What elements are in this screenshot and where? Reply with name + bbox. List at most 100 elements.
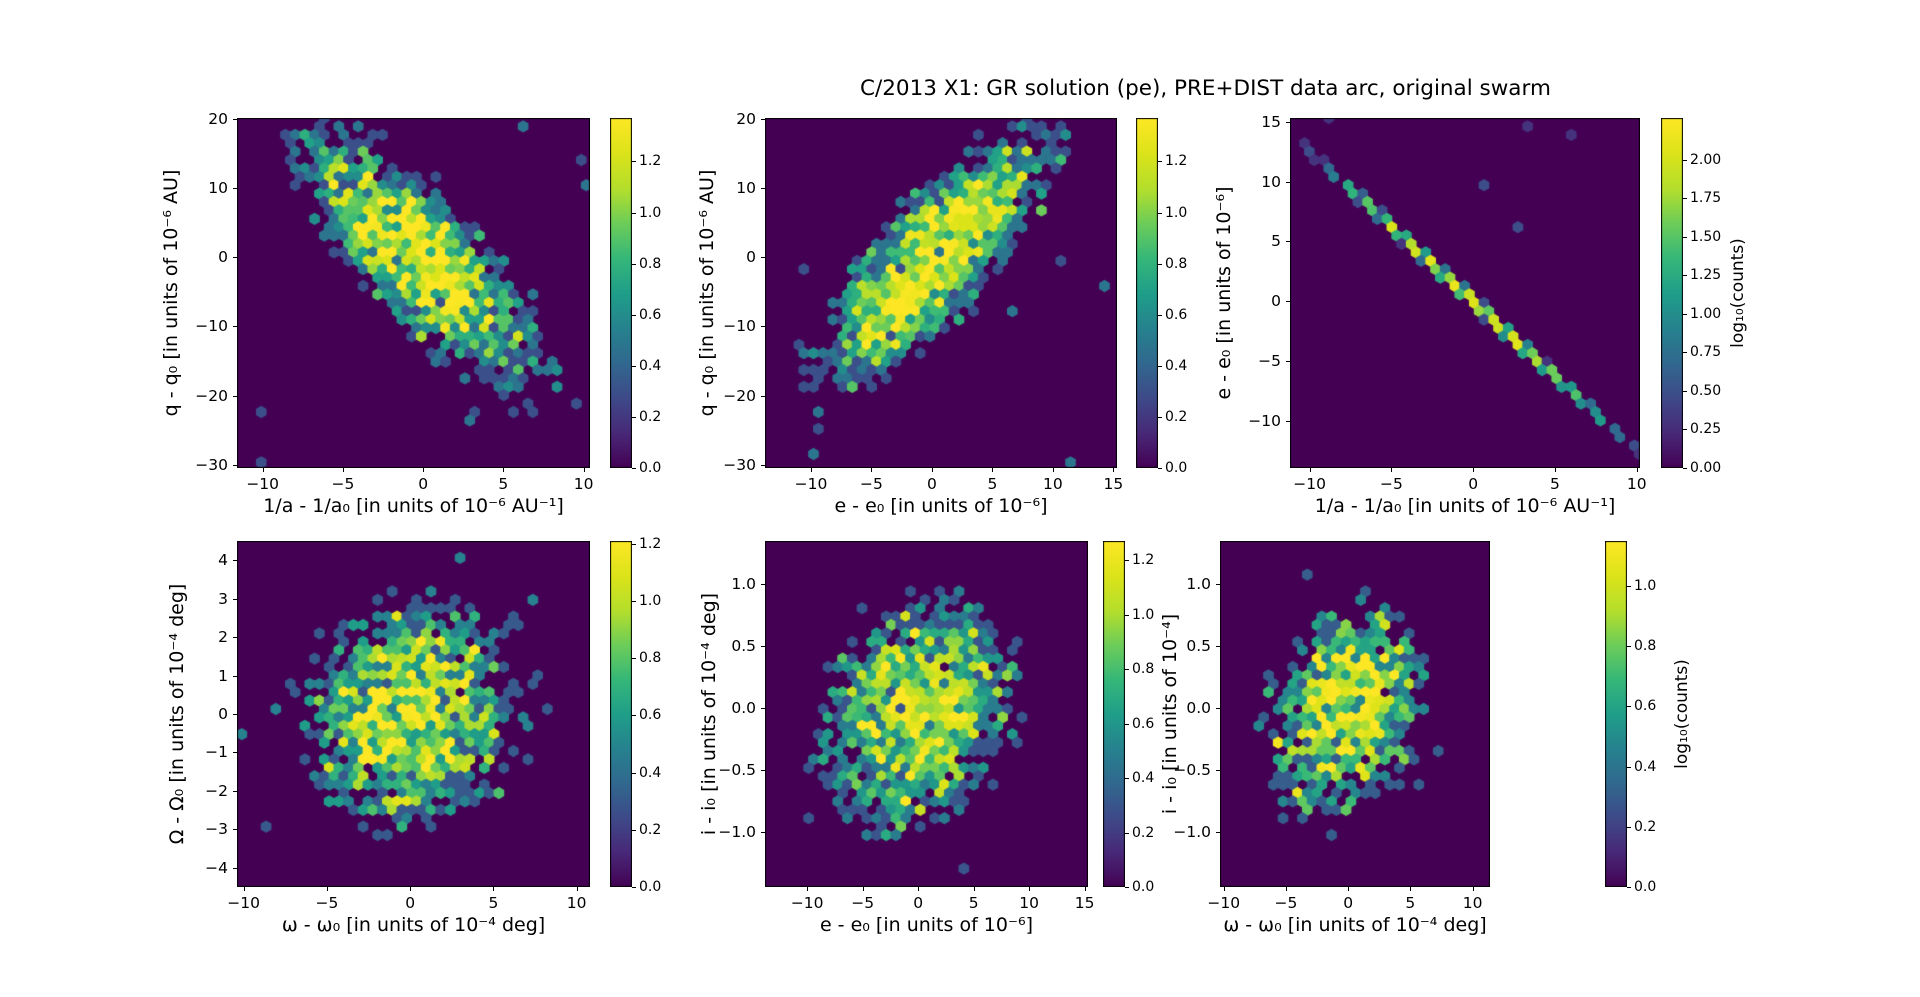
colorbar-tick-mark [632,468,636,469]
x-tick-mark [931,468,933,472]
colorbar-tick-mark [632,314,636,316]
x-tick-mark [1052,468,1054,472]
x-tick-mark [973,887,975,891]
y-tick-mark [233,829,237,831]
x-tick-label: 15 [1103,475,1124,493]
subplot-e-vs-inv-a: e - e₀ [in units of 10⁻⁶] 1/a - 1/a₀ [in… [1213,113,1748,517]
colorbar-tick-label: 0.00 [1690,460,1722,476]
y-tick-mark [761,832,765,834]
x-tick-mark [1410,887,1412,891]
colorbar-tick-label: 0.6 [1165,306,1188,323]
y-tick-label: 0.5 [731,637,756,656]
y-tick-label: 20 [208,110,228,129]
colorbar-tick-mark [1158,314,1162,316]
y-tick-mark [1286,121,1290,123]
colorbar-tick-mark [1683,198,1687,200]
y-axis-label: q - q₀ [in units of 10⁻⁶ AU] [160,169,182,417]
x-tick-mark [871,468,873,472]
x-tick-mark [992,468,994,472]
y-tick-mark [761,257,765,259]
hexbin-canvas [765,541,1088,887]
y-tick-label: 0 [1271,292,1281,311]
y-tick-mark [761,119,765,121]
colorbar-tick-label: 1.00 [1690,305,1722,322]
y-tick-label: 0 [746,248,756,267]
x-tick-label: 0 [926,475,937,493]
x-tick-mark [583,468,585,472]
colorbar-tick-label: 0.8 [1165,255,1188,272]
x-tick-label: 5 [968,894,979,912]
y-tick-label: 20 [736,110,756,129]
y-tick-label: 0 [218,705,228,723]
y-axis-label: i - i₀ [in units of 10⁻⁴] [1159,613,1181,815]
colorbar: 0.0 0.2 0.4 0.6 0.8 1.0 1.2 [610,536,661,895]
colorbar-tick-label: 0.0 [1634,879,1657,895]
y-tick-label: 10 [208,179,228,198]
x-tick-mark [807,887,809,891]
x-tick-mark [1391,468,1393,472]
y-tick-label: −5 [1258,352,1281,371]
y-tick-label: 3 [218,589,228,608]
colorbar-tick-label: 0.6 [1132,715,1155,732]
y-tick-label: −1 [205,743,228,762]
colorbar-tick-mark [1125,723,1129,725]
y-axis-label-wrap: e - e₀ [in units of 10⁻⁶] [1212,118,1236,468]
colorbar-tick-mark [632,161,636,163]
y-tick-mark [1286,361,1290,363]
y-tick-label: 1.0 [1186,575,1211,594]
colorbar-tick-mark [1158,161,1162,163]
y-axis-label: q - q₀ [in units of 10⁻⁶ AU] [696,169,718,417]
x-tick-mark [1285,887,1287,891]
colorbar-tick-mark [1627,766,1631,768]
x-tick-label: 10 [1462,894,1483,912]
x-tick-label: −5 [860,475,883,493]
y-tick-mark [761,188,765,190]
x-tick-label: 0 [913,894,924,912]
y-tick-mark [233,867,237,869]
colorbar-tick-mark [1158,468,1162,469]
colorbar-tick-label: 0.75 [1690,344,1722,361]
x-tick-mark [493,887,495,891]
y-axis-label-wrap: Ω - Ω₀ [in units of 10⁻⁴ deg] [165,541,189,887]
colorbar-tick-mark [632,416,636,418]
y-tick-label: −2 [205,781,228,800]
y-tick-label: −1.0 [1173,823,1211,842]
colorbar-tick-label: 1.2 [639,153,662,170]
x-tick-label: 10 [566,894,587,912]
colorbar-gradient [610,118,632,468]
y-tick-label: 10 [1261,172,1281,191]
y-tick-label: 15 [1261,112,1281,131]
hexbin-canvas [237,541,590,887]
y-tick-mark [233,257,237,259]
y-tick-mark [233,326,237,328]
y-tick-label: −3 [205,820,228,839]
colorbar-tick-mark [632,887,636,888]
x-tick-label: 10 [573,475,594,493]
x-tick-label: −5 [851,894,875,912]
colorbar-tick-mark [1627,826,1631,828]
x-tick-mark [243,887,245,891]
colorbar-tick-mark [1627,646,1631,648]
colorbar-tick-label: 0.2 [639,408,662,425]
hexbin-canvas [765,118,1117,468]
colorbar-tick-label: 0.6 [639,707,662,724]
x-tick-label: 10 [1043,475,1063,493]
colorbar-tick-mark [1627,586,1631,588]
colorbar-tick-mark [1158,263,1162,265]
colorbar-tick-label: 1.25 [1690,267,1722,284]
x-axis-label: e - e₀ [in units of 10⁻⁶] [834,495,1048,517]
x-tick-mark [326,887,328,891]
colorbar-tick-label: 0.0 [639,460,662,476]
y-tick-mark [1216,646,1220,648]
x-tick-mark [262,468,264,472]
y-tick-mark [233,119,237,121]
colorbar: 0.0 0.2 0.4 0.6 0.8 1.0 [1605,541,1656,895]
subplot-q-vs-inv-a: q - q₀ [in units of 10⁻⁶ AU] 1/a - 1/a₀ … [160,110,661,517]
y-tick-label: −10 [1248,412,1281,431]
y-tick-mark [761,708,765,710]
colorbar-tick-mark [632,772,636,774]
colorbar-tick-mark [1125,887,1129,888]
colorbar-tick-label: 1.2 [639,535,662,552]
y-tick-mark [1286,181,1290,183]
y-tick-label: 0.5 [1186,637,1211,656]
